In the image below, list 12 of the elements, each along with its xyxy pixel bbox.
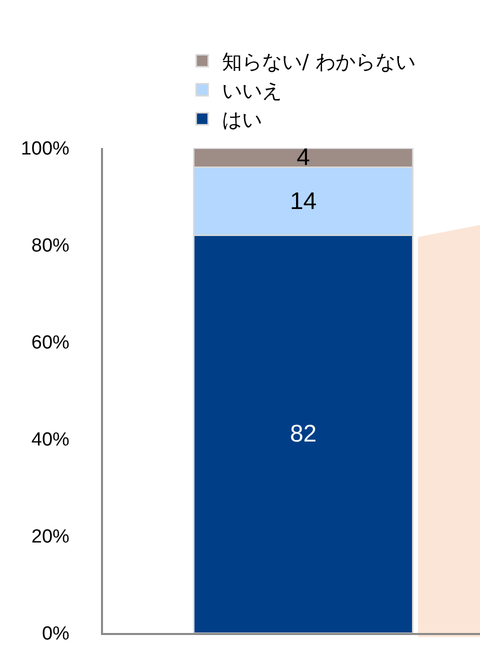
legend-label: はい [222, 108, 262, 132]
y-tick-label: 100% [20, 138, 70, 160]
y-tick-label: 60% [31, 332, 70, 354]
legend-label: 知らない/ わからない [222, 50, 416, 74]
y-tick-label: 80% [31, 236, 70, 257]
y-tick-label: 0% [42, 624, 70, 645]
y-tick-label: 40% [31, 430, 70, 451]
data-label: 82 [290, 420, 317, 448]
legend-label: いいえ [222, 78, 282, 103]
data-label: 4 [296, 144, 310, 172]
data-label: 14 [290, 188, 317, 215]
y-tick-label: 20% [31, 526, 70, 548]
